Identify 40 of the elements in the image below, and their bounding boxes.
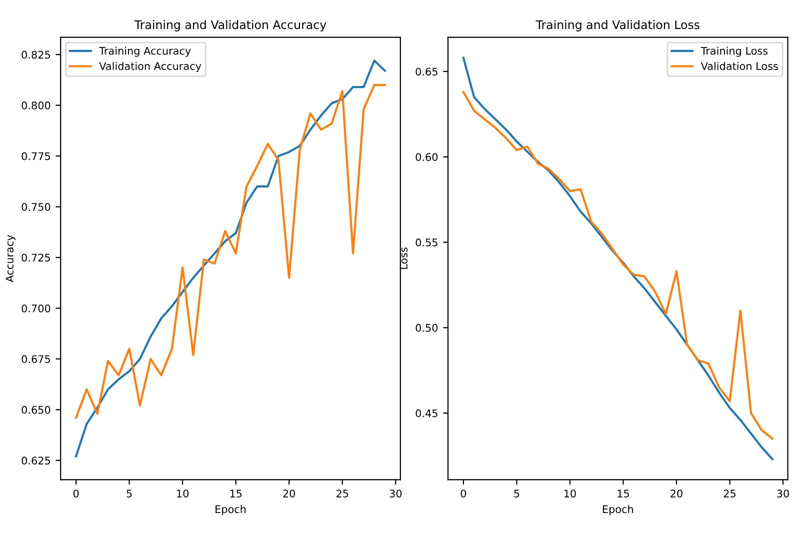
y-axis-title: Loss bbox=[400, 248, 408, 269]
y-tick-label: 0.50 bbox=[416, 324, 438, 332]
x-tick-label: 0 bbox=[73, 490, 79, 498]
legend-label: Validation Loss bbox=[700, 62, 778, 70]
x-tick-label: 5 bbox=[126, 490, 132, 498]
x-tick-label: 20 bbox=[283, 490, 296, 498]
x-tick-label: 15 bbox=[618, 490, 629, 498]
x-tick-label: 25 bbox=[724, 490, 736, 498]
y-tick-label: 0.675 bbox=[22, 355, 50, 364]
y-tick-label: 0.725 bbox=[22, 254, 50, 262]
x-tick-label: 15 bbox=[230, 490, 242, 498]
legend-label: Training Accuracy bbox=[99, 46, 191, 57]
line-series bbox=[75, 60, 386, 458]
x-tick-label: 5 bbox=[514, 490, 520, 498]
x-tick-label: 10 bbox=[564, 490, 576, 498]
y-tick-label: 0.625 bbox=[22, 456, 50, 465]
y-tick-label: 0.800 bbox=[22, 102, 50, 110]
line-series bbox=[75, 84, 386, 419]
y-tick-label: 0.55 bbox=[416, 238, 438, 246]
y-tick-label: 0.45 bbox=[416, 409, 438, 418]
y-tick-label: 0.60 bbox=[416, 153, 438, 161]
y-tick-label: 0.650 bbox=[22, 406, 50, 414]
legend-label: Training Loss bbox=[700, 46, 768, 57]
x-tick-label: 25 bbox=[336, 490, 348, 498]
legend-label: Validation Accuracy bbox=[99, 62, 202, 72]
y-axis-title: Accuracy bbox=[6, 235, 16, 282]
chart-title: Training and Validation Loss bbox=[536, 20, 700, 32]
x-tick-label: 30 bbox=[390, 490, 402, 498]
y-tick-label: 0.65 bbox=[416, 68, 438, 76]
x-tick-label: 30 bbox=[777, 490, 789, 498]
x-axis-title: Epoch bbox=[602, 505, 633, 516]
y-tick-label: 0.750 bbox=[22, 202, 50, 211]
chart-title: Training and Validation Accuracy bbox=[134, 20, 326, 32]
x-tick-label: 20 bbox=[670, 490, 682, 498]
x-tick-label: 10 bbox=[177, 490, 189, 498]
x-tick-label: 0 bbox=[460, 490, 466, 498]
y-tick-label: 0.775 bbox=[22, 152, 50, 160]
y-tick-label: 0.825 bbox=[22, 50, 50, 59]
y-tick-label: 0.700 bbox=[22, 304, 50, 312]
x-axis-title: Epoch bbox=[216, 505, 246, 516]
